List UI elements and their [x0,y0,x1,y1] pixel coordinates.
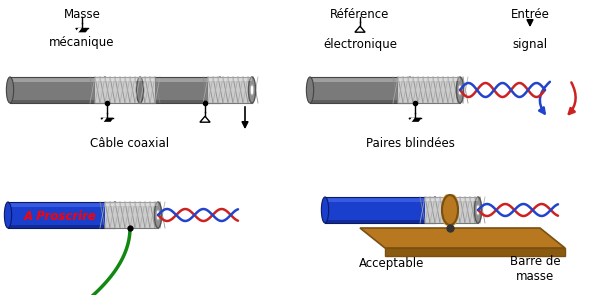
Polygon shape [105,202,158,228]
Ellipse shape [407,77,414,103]
Polygon shape [76,28,89,32]
Text: Câble coaxial: Câble coaxial [90,137,170,150]
Polygon shape [10,77,105,82]
Ellipse shape [321,197,329,223]
Ellipse shape [445,195,455,225]
Ellipse shape [448,195,458,225]
Ellipse shape [431,197,439,223]
Ellipse shape [251,85,254,95]
Polygon shape [398,77,460,103]
Ellipse shape [456,77,463,103]
Text: A Proscrire: A Proscrire [23,209,96,222]
Polygon shape [140,77,220,82]
Ellipse shape [156,210,160,220]
Polygon shape [8,225,115,228]
Polygon shape [310,77,410,82]
Text: signal: signal [512,38,548,51]
Ellipse shape [442,195,458,225]
Ellipse shape [248,77,255,103]
Ellipse shape [136,77,144,103]
Polygon shape [8,202,115,207]
Text: Acceptable: Acceptable [359,257,425,270]
Ellipse shape [477,205,480,215]
Text: électronique: électronique [323,38,397,51]
Polygon shape [310,100,410,103]
Polygon shape [140,77,220,103]
Ellipse shape [306,77,313,103]
Polygon shape [200,116,210,122]
Text: Barre de
masse: Barre de masse [509,255,560,283]
Polygon shape [398,77,460,81]
Ellipse shape [474,197,481,223]
Polygon shape [409,118,421,122]
Ellipse shape [459,85,462,95]
Ellipse shape [154,202,161,228]
Polygon shape [105,202,158,206]
Polygon shape [101,118,113,122]
Polygon shape [208,77,252,81]
Polygon shape [95,77,155,103]
Polygon shape [140,100,220,103]
Polygon shape [385,248,565,256]
Polygon shape [325,197,435,223]
Polygon shape [325,220,435,223]
Polygon shape [355,26,365,32]
Polygon shape [208,77,252,103]
Polygon shape [425,197,478,201]
Polygon shape [10,100,105,103]
Ellipse shape [216,77,224,103]
Text: Référence: Référence [330,8,390,21]
Polygon shape [95,77,155,81]
Text: Paires blindées: Paires blindées [365,137,454,150]
Polygon shape [360,228,565,248]
Text: Masse: Masse [63,8,100,21]
Ellipse shape [4,202,11,228]
Text: Entrée: Entrée [511,8,550,21]
Polygon shape [10,77,105,103]
Ellipse shape [111,202,118,228]
Polygon shape [310,77,410,103]
Polygon shape [325,197,435,202]
Text: mécanique: mécanique [49,36,115,49]
Ellipse shape [101,77,109,103]
Polygon shape [425,197,478,223]
Polygon shape [8,202,115,228]
Ellipse shape [7,77,14,103]
Ellipse shape [442,195,452,225]
